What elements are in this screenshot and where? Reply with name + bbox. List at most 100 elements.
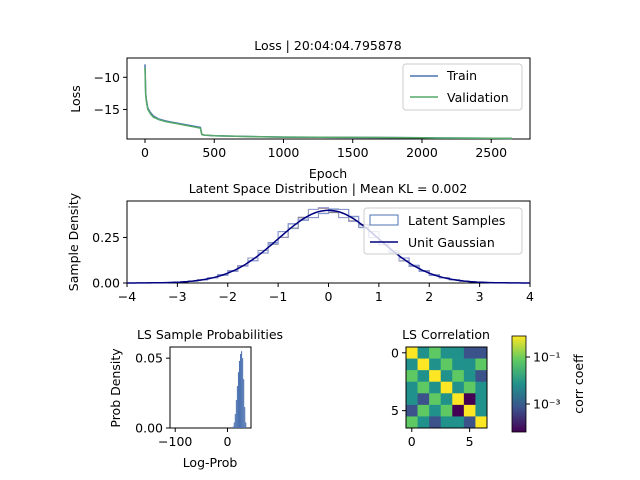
correlation-ytick-label: 0: [391, 345, 399, 360]
colorbar-tick-label: 10⁻¹: [533, 350, 561, 365]
loss-ytick-label: −10: [94, 70, 120, 85]
correlation-cell: [475, 347, 488, 359]
probabilities-yticks: 0.00 0.05: [135, 351, 170, 436]
correlation-frame: [405, 346, 488, 429]
loss-xticks: 0 500 1000 1500 2000 2500: [141, 139, 507, 160]
latent-distribution-chart: Latent Space Distribution | Mean KL = 0.…: [66, 181, 534, 304]
correlation-cell: [463, 370, 476, 383]
latent-xtick-label: 3: [476, 289, 484, 304]
correlation-cell: [406, 358, 418, 371]
latent-xtick-label: −4: [118, 289, 136, 304]
correlation-cell: [440, 416, 453, 429]
probabilities-xlabel: Log-Prob: [183, 455, 238, 470]
correlation-cell: [406, 404, 418, 417]
correlation-cell: [417, 358, 430, 371]
correlation-cell: [406, 416, 418, 429]
correlation-cell: [475, 416, 488, 429]
correlation-cell: [417, 416, 430, 429]
correlation-cell: [463, 393, 476, 406]
correlation-xtick-label: 0: [408, 434, 416, 449]
probability-bar: [243, 379, 245, 428]
probability-bar: [232, 426, 234, 428]
correlation-cell: [440, 358, 453, 371]
correlation-cell: [452, 381, 465, 394]
correlation-cell: [429, 404, 442, 417]
legend-train-label: Train: [446, 68, 477, 83]
correlation-cell: [475, 404, 488, 417]
loss-xtick-label: 1000: [268, 145, 300, 160]
correlation-cell: [440, 347, 453, 359]
loss-legend: Train Validation: [402, 63, 523, 111]
probabilities-xtick-label: −100: [158, 434, 192, 449]
latent-ytick-label: 0.00: [92, 276, 120, 291]
unit-gaussian-curve: [127, 209, 530, 284]
loss-title: Loss | 20:04:04.795878: [254, 38, 401, 53]
probability-bar: [245, 422, 247, 428]
correlation-cell: [406, 381, 418, 394]
latent-xtick-label: −3: [168, 289, 186, 304]
latent-ylabel: Sample Density: [66, 192, 81, 291]
correlation-chart: LS Correlation 0 5 0 5 10⁻¹ 10⁻³ corr coeff: [391, 327, 586, 449]
correlation-cells: [406, 347, 488, 429]
loss-chart: Loss | 20:04:04.795878 0 500 1000 1500 2000 2…: [68, 38, 531, 181]
correlation-cell: [463, 347, 476, 359]
correlation-cell: [417, 393, 430, 406]
correlation-cell: [440, 381, 453, 394]
probability-bar: [238, 360, 241, 428]
correlation-title: LS Correlation: [402, 327, 490, 342]
probabilities-ytick-label: 0.05: [135, 351, 163, 366]
probability-bar: [242, 358, 244, 428]
probability-bar: [244, 407, 246, 428]
correlation-cell: [452, 347, 465, 359]
latent-legend: Latent Samples Unit Gaussian: [363, 207, 523, 255]
correlation-cell: [429, 393, 442, 406]
correlation-cell: [475, 381, 488, 394]
latent-xtick-label: −2: [219, 289, 237, 304]
probability-bar: [234, 414, 236, 428]
probability-bar: [235, 400, 237, 428]
probabilities-title: LS Sample Probabilities: [137, 327, 283, 342]
correlation-cell: [429, 358, 442, 371]
correlation-cell: [406, 347, 418, 359]
loss-ylabel: Loss: [68, 85, 83, 112]
correlation-cell: [406, 370, 418, 383]
correlation-cell: [440, 393, 453, 406]
loss-series-group: [144, 64, 513, 140]
probabilities-ytick-label: 0.00: [135, 421, 163, 436]
loss-yticks: −15 −10: [94, 70, 127, 117]
legend-validation-label: Validation: [447, 90, 509, 105]
correlation-cell: [452, 370, 465, 383]
correlation-cell: [417, 404, 430, 417]
correlation-cell: [440, 370, 453, 383]
correlation-cell: [417, 381, 430, 394]
correlation-cell: [452, 416, 465, 429]
latent-title: Latent Space Distribution | Mean KL = 0.…: [189, 181, 468, 196]
latent-xtick-label: 1: [375, 289, 383, 304]
colorbar-ticks: 10⁻¹ 10⁻³: [526, 350, 561, 412]
colorbar-label: corr coeff: [571, 354, 586, 414]
correlation-cell: [406, 393, 418, 406]
loss-xtick-label: 1500: [337, 145, 369, 160]
colorbar-tick-label: 10⁻³: [533, 397, 561, 412]
loss-xtick-label: 0: [141, 145, 149, 160]
probabilities-bars: [232, 351, 247, 428]
colorbar: [511, 335, 527, 433]
latent-legend-box: [363, 207, 523, 255]
correlation-cell: [463, 404, 476, 417]
correlation-cell: [463, 381, 476, 394]
probabilities-xticks: −100 0: [158, 428, 232, 449]
probability-bar: [240, 353, 242, 428]
probabilities-ylabel: Prob Density: [108, 348, 123, 428]
correlation-cell: [417, 347, 430, 359]
probability-bar: [237, 372, 239, 428]
probability-bar: [236, 386, 238, 428]
correlation-cell: [452, 404, 465, 417]
latent-xticks: −4 −3 −2 −1 0 1 2 3 4: [118, 283, 534, 304]
correlation-cell: [463, 358, 476, 371]
loss-ytick-label: −15: [94, 102, 120, 117]
legend-unit-gaussian-label: Unit Gaussian: [408, 235, 495, 250]
latent-ytick-label: 0.25: [92, 230, 120, 245]
loss-xlabel: Epoch: [309, 166, 347, 181]
correlation-ticks: 0 5 0 5: [391, 345, 474, 449]
